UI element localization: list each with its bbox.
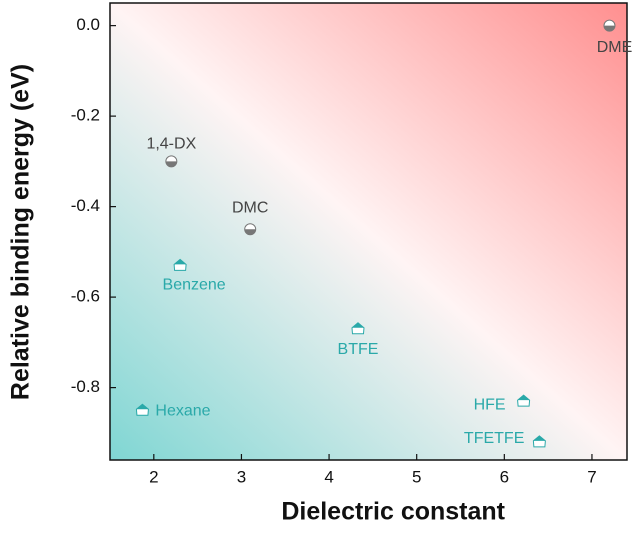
point-label: Hexane (155, 402, 210, 419)
data-point (165, 155, 178, 168)
marker-fill (136, 404, 149, 410)
x-tick-label: 4 (324, 467, 333, 486)
marker-fill (351, 322, 364, 328)
point-label: Benzene (163, 277, 226, 294)
y-axis-label: Relative binding energy (eV) (7, 64, 35, 400)
marker-fill (517, 395, 530, 401)
data-point (244, 223, 257, 236)
x-tick-label: 6 (500, 467, 509, 486)
y-tick-label: -0.4 (71, 196, 100, 215)
x-tick-label: 7 (587, 467, 596, 486)
point-label: BTFE (338, 341, 379, 358)
x-tick-label: 2 (149, 467, 158, 486)
marker-fill (533, 435, 546, 441)
data-point (603, 19, 616, 32)
point-label: 1,4-DX (146, 136, 196, 153)
data-point (532, 435, 546, 448)
plot-background (110, 3, 627, 460)
data-point (517, 394, 531, 407)
point-label: DME (597, 39, 633, 56)
y-tick-label: -0.6 (71, 287, 100, 306)
y-tick-label: -0.8 (71, 377, 100, 396)
plot-frame (109, 2, 628, 461)
point-label: DMC (232, 199, 268, 216)
data-point (135, 403, 149, 416)
y-tick-label: -0.2 (71, 106, 100, 125)
x-axis-label: Dielectric constant (281, 498, 505, 526)
marker-fill (603, 25, 615, 32)
y-tick-label: 0.0 (76, 15, 100, 34)
point-label: HFE (474, 396, 506, 413)
marker-fill (174, 259, 187, 265)
data-point (351, 322, 365, 335)
x-tick-label: 3 (237, 467, 246, 486)
x-tick-label: 5 (412, 467, 421, 486)
point-label: TFETFE (464, 430, 524, 447)
data-point (173, 258, 187, 271)
marker-fill (165, 161, 177, 167)
marker-fill (244, 229, 256, 235)
